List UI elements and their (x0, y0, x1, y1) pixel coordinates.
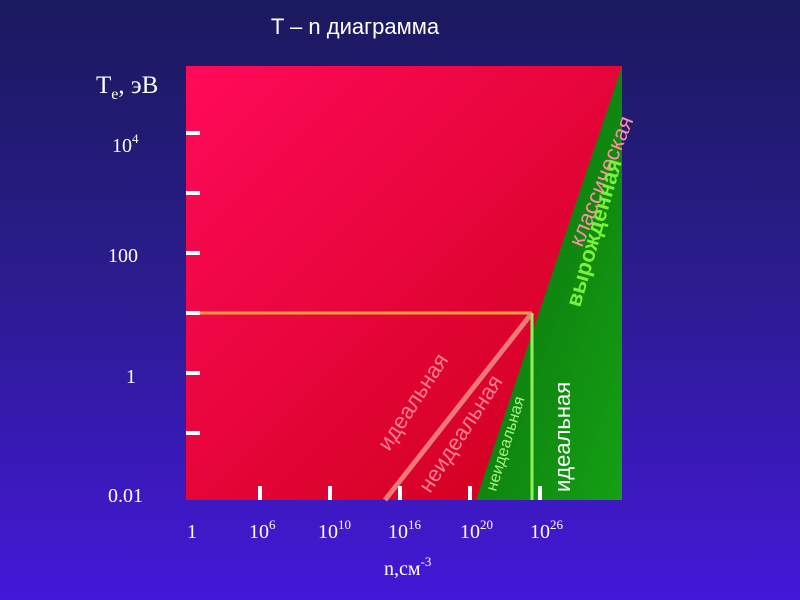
x-tick-label-4: 1020 (460, 517, 493, 543)
degenerate-region (476, 66, 622, 500)
x-tick-label-5: 1026 (530, 517, 564, 543)
x-tick-label-2: 1010 (318, 517, 351, 543)
y-axis-title-rest: , эВ (118, 72, 158, 99)
slide-title: T – n диаграмма (270, 14, 440, 39)
label-ideal-degenerate: идеальная (550, 382, 575, 492)
nonideal-boundary-line (383, 311, 534, 502)
y-axis-ticks (186, 131, 200, 435)
y-axis-title: Te, эВ (96, 72, 158, 103)
y-tick-label-3: 104 (112, 131, 139, 157)
x-tick-label-3: 1016 (388, 517, 422, 543)
y-tick-label-2: 100 (108, 245, 138, 267)
x-tick-label-1: 106 (249, 517, 276, 543)
y-axis-title-main: T (96, 72, 111, 99)
y-tick-label-0: 0.01 (108, 485, 143, 507)
y-tick-label-1: 1 (126, 366, 136, 388)
x-axis-title: n,см-3 (384, 554, 431, 580)
x-axis-ticks (258, 486, 542, 500)
y-axis-title-sub: e (111, 86, 118, 103)
x-tick-label-0: 1 (187, 521, 197, 543)
